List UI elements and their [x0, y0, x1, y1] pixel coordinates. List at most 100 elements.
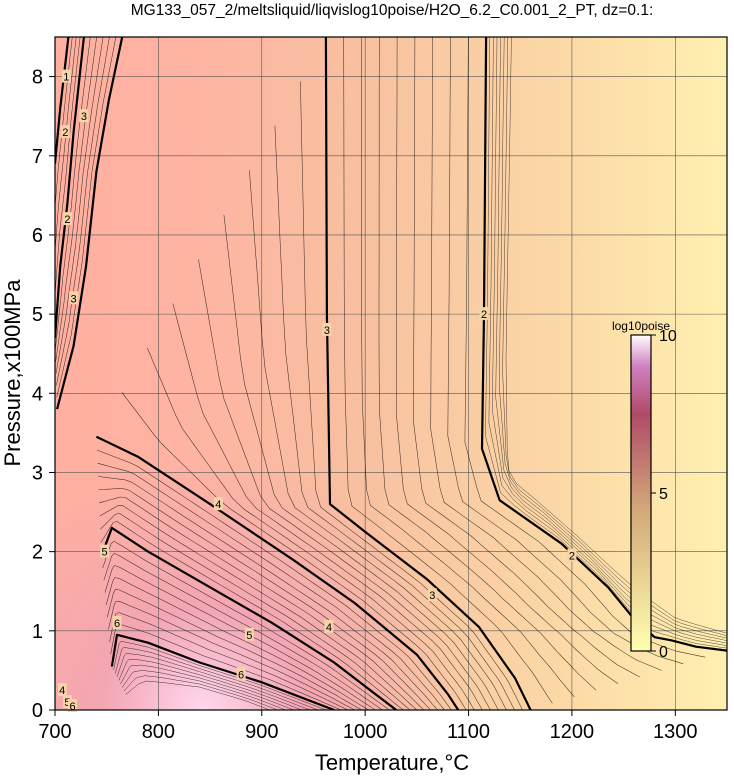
contour-label: 5	[246, 630, 252, 642]
minor-contour	[55, 37, 104, 374]
contour-label: 3	[429, 590, 435, 602]
minor-contour	[147, 347, 475, 710]
minor-contour	[55, 37, 77, 251]
contour-label-bg	[68, 699, 78, 713]
minor-contour	[55, 37, 91, 350]
minor-contour	[123, 675, 278, 710]
minor-contour	[108, 600, 355, 710]
contour-label-bg	[61, 69, 71, 83]
y-tick-label: 1	[32, 621, 43, 643]
colorbar-tick-label: 5	[659, 486, 668, 503]
high-viscosity-shading	[55, 37, 727, 710]
contour-label-bg	[427, 588, 437, 602]
minor-contour	[125, 680, 270, 710]
contour-label: 2	[64, 214, 70, 226]
contour-label-bg	[57, 683, 67, 697]
x-axis: 700 800 900 1000 1100 1200 1300	[38, 710, 698, 743]
minor-contour	[113, 640, 327, 710]
contour-level-3	[56, 37, 124, 410]
minor-contour	[107, 589, 362, 710]
minor-contour	[99, 496, 424, 710]
minor-contour	[343, 37, 553, 704]
minor-contour	[430, 37, 662, 671]
minor-contour	[505, 37, 727, 634]
minor-contour	[413, 37, 640, 678]
contour-level-3	[324, 37, 532, 710]
minor-contour	[495, 37, 727, 641]
contour-label-bg	[60, 125, 70, 139]
x-tick-label: 1000	[343, 721, 388, 743]
minor-contour	[115, 647, 319, 710]
minor-contour	[102, 540, 390, 710]
contour-label-bg	[69, 291, 79, 305]
minor-contour	[100, 520, 404, 710]
contour-label: 5	[102, 547, 108, 559]
x-tick-label: 1300	[653, 721, 698, 743]
minor-contour	[118, 659, 303, 710]
contour-label: 2	[62, 127, 68, 139]
minor-contour	[100, 513, 411, 710]
minor-contour	[172, 303, 483, 710]
contour-label: 6	[70, 701, 76, 713]
minor-contour	[378, 37, 597, 691]
y-axis: 0 1 2 3 4 5 6 7 8	[32, 67, 55, 722]
minor-contour	[98, 488, 431, 710]
minor-contour	[97, 462, 445, 710]
colorbar-title: log10poise	[612, 319, 670, 333]
minor-contour	[56, 37, 117, 398]
minor-contour	[249, 170, 507, 710]
labeled-contours	[55, 37, 727, 710]
contour-label-bg	[324, 619, 334, 633]
contour-label-bg	[567, 548, 577, 562]
contour-label-bg	[213, 497, 223, 511]
contour-label-bg	[322, 322, 332, 336]
y-tick-label: 2	[32, 542, 43, 564]
y-tick-label: 5	[32, 304, 43, 326]
minor-contour	[56, 37, 110, 386]
minor-contour	[96, 449, 452, 710]
minor-contour	[464, 37, 706, 658]
y-tick-label: 4	[32, 383, 43, 405]
x-tick-label: 800	[142, 721, 175, 743]
contour-label: 4	[326, 622, 332, 634]
x-tick-label: 1100	[447, 721, 490, 743]
y-tick-label: 7	[32, 146, 43, 168]
contour-label-bg	[112, 615, 122, 629]
y-tick-label: 6	[32, 225, 43, 247]
minor-contour	[198, 259, 491, 710]
contour-label: 2	[481, 309, 487, 321]
colorbar-tick-label: 10	[659, 328, 677, 345]
y-tick-label: 3	[32, 462, 43, 484]
x-axis-title: Temperature,°C	[315, 750, 469, 775]
minor-contour	[121, 392, 467, 710]
minor-contour	[99, 505, 417, 710]
contour-label: 2	[569, 551, 575, 563]
contour-label: 3	[81, 111, 87, 123]
contour-label: 4	[59, 685, 65, 697]
colorbar-ticks: 0 5 10	[651, 328, 677, 661]
colorbar-gradient	[630, 334, 652, 652]
minor-contour	[223, 214, 499, 710]
minor-contour	[105, 577, 369, 710]
contour-label-bg	[100, 544, 110, 558]
contour-label: 4	[215, 499, 221, 511]
x-tick-label: 700	[38, 721, 71, 743]
contour-label: 1	[63, 72, 69, 84]
contour-label-bg	[62, 212, 72, 226]
contour-label: 3	[71, 293, 77, 305]
y-tick-label: 0	[32, 700, 43, 722]
y-tick-label: 8	[32, 67, 43, 89]
x-tick-label: 1200	[550, 721, 595, 743]
contour-label-bg	[79, 109, 89, 123]
minor-contour	[361, 37, 575, 697]
minor-contour	[55, 37, 81, 295]
contour-level-2	[55, 37, 85, 338]
contour-label-bg	[479, 307, 489, 321]
minor-contour	[488, 37, 727, 646]
contour-label-bg	[62, 695, 72, 709]
chart-title: MG133_057_2/meltsliquid/liqvislog10poise…	[131, 2, 654, 19]
minor-contour	[121, 670, 286, 710]
minor-contour	[492, 37, 727, 644]
